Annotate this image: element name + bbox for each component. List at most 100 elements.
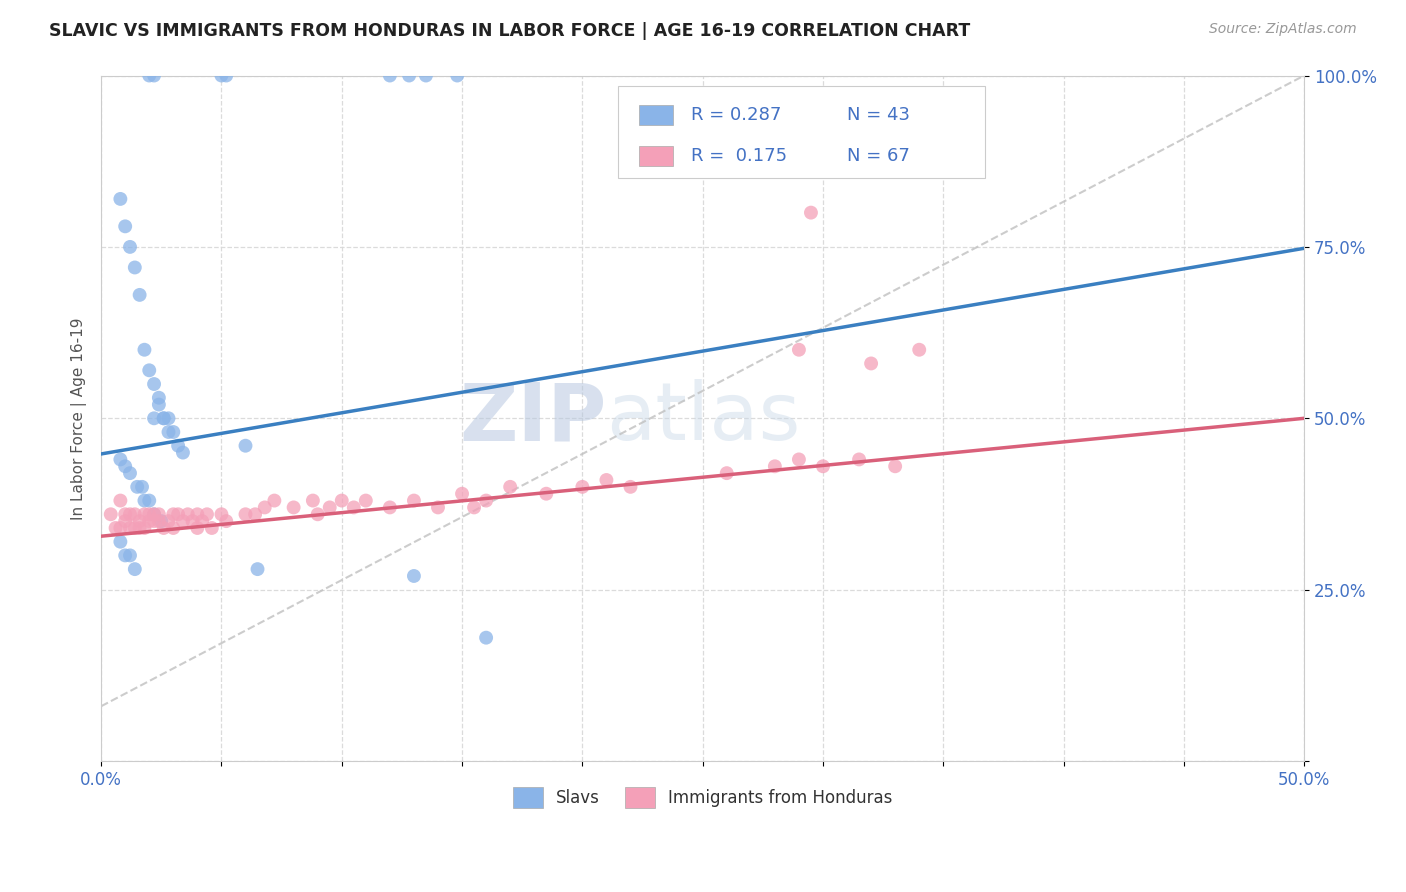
Legend: Slavs, Immigrants from Honduras: Slavs, Immigrants from Honduras — [506, 780, 900, 814]
Point — [110, 493, 132, 508]
Point — [571, 480, 593, 494]
Text: N = 67: N = 67 — [846, 147, 910, 165]
Text: atlas: atlas — [606, 379, 801, 458]
Point — [162, 521, 184, 535]
Point — [201, 521, 224, 535]
Point — [811, 459, 834, 474]
Point — [191, 514, 214, 528]
Point — [475, 493, 498, 508]
Point — [402, 569, 425, 583]
Point — [124, 260, 146, 275]
Point — [398, 69, 420, 83]
Point — [143, 69, 166, 83]
Point — [253, 500, 276, 515]
Point — [114, 514, 136, 528]
FancyBboxPatch shape — [638, 146, 672, 166]
Point — [378, 500, 401, 515]
Point — [475, 631, 498, 645]
Point — [143, 377, 166, 392]
Point — [354, 493, 377, 508]
Point — [143, 508, 166, 522]
Point — [148, 391, 170, 405]
Point — [143, 411, 166, 425]
Point — [319, 500, 342, 515]
Y-axis label: In Labor Force | Age 16-19: In Labor Force | Age 16-19 — [72, 317, 87, 519]
Point — [415, 69, 437, 83]
Point — [716, 466, 738, 480]
Point — [860, 356, 883, 370]
Point — [215, 514, 238, 528]
Point — [110, 452, 132, 467]
Point — [114, 459, 136, 474]
Point — [343, 500, 366, 515]
Point — [127, 480, 149, 494]
Point — [427, 500, 450, 515]
Point — [152, 411, 174, 425]
Point — [246, 562, 269, 576]
Point — [908, 343, 931, 357]
Point — [215, 69, 238, 83]
Point — [619, 480, 641, 494]
Point — [128, 514, 150, 528]
Point — [124, 521, 146, 535]
Point — [787, 343, 810, 357]
Point — [800, 205, 823, 219]
Point — [143, 508, 166, 522]
Point — [172, 445, 194, 459]
Point — [138, 508, 160, 522]
Point — [235, 508, 257, 522]
Point — [243, 508, 266, 522]
Point — [595, 473, 617, 487]
Point — [138, 493, 160, 508]
Point — [848, 452, 870, 467]
Point — [186, 521, 208, 535]
Point — [148, 398, 170, 412]
Point — [134, 493, 156, 508]
Text: ZIP: ZIP — [460, 379, 606, 458]
Point — [148, 508, 170, 522]
Point — [451, 486, 474, 500]
Point — [263, 493, 285, 508]
Point — [118, 466, 141, 480]
Point — [402, 493, 425, 508]
Text: R =  0.175: R = 0.175 — [690, 147, 787, 165]
Point — [167, 439, 190, 453]
Point — [787, 452, 810, 467]
Point — [134, 521, 156, 535]
Point — [134, 508, 156, 522]
Point — [138, 69, 160, 83]
Point — [209, 508, 232, 522]
Point — [235, 439, 257, 453]
Point — [128, 521, 150, 535]
Point — [499, 480, 522, 494]
Point — [172, 514, 194, 528]
Point — [118, 508, 141, 522]
Point — [150, 514, 173, 528]
Point — [110, 534, 132, 549]
Point — [162, 425, 184, 439]
Point — [195, 508, 218, 522]
Point — [110, 192, 132, 206]
Point — [131, 480, 153, 494]
Text: N = 43: N = 43 — [846, 106, 910, 124]
Point — [330, 493, 353, 508]
Point — [128, 288, 150, 302]
Point — [114, 549, 136, 563]
Text: SLAVIC VS IMMIGRANTS FROM HONDURAS IN LABOR FORCE | AGE 16-19 CORRELATION CHART: SLAVIC VS IMMIGRANTS FROM HONDURAS IN LA… — [49, 22, 970, 40]
Point — [114, 508, 136, 522]
FancyBboxPatch shape — [638, 105, 672, 125]
Point — [148, 514, 170, 528]
Point — [763, 459, 786, 474]
Point — [307, 508, 329, 522]
Text: Source: ZipAtlas.com: Source: ZipAtlas.com — [1209, 22, 1357, 37]
Point — [884, 459, 907, 474]
Point — [181, 514, 204, 528]
Point — [124, 508, 146, 522]
Point — [446, 69, 468, 83]
Text: R = 0.287: R = 0.287 — [690, 106, 780, 124]
Point — [302, 493, 325, 508]
Point — [118, 549, 141, 563]
Point — [536, 486, 558, 500]
Point — [118, 240, 141, 254]
Point — [463, 500, 485, 515]
